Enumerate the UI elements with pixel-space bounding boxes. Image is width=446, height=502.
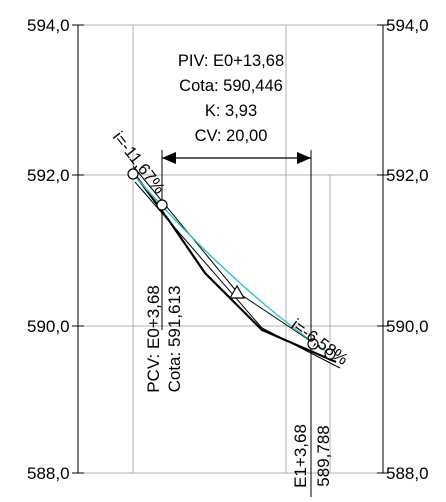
ptv-elevation-label: 589,788 (314, 425, 333, 486)
pcv-circle-marker (156, 199, 168, 211)
piv-elevation-label: Cota: 590,446 (179, 77, 283, 95)
right-label-590: 590,0 (386, 317, 429, 336)
left-label-588: 588,0 (27, 464, 70, 483)
left-label-592: 592,0 (27, 166, 70, 185)
piv-triangle-marker (228, 284, 246, 299)
end-circle-marker (324, 348, 336, 360)
piv-station-label: PIV: E0+13,68 (178, 52, 284, 70)
axis-ticks (72, 24, 389, 474)
incoming-grade-label: i=-11,67% (109, 128, 169, 197)
piv-k-label: K: 3,93 (205, 102, 257, 120)
right-label-592: 592,0 (386, 166, 429, 185)
pcv-elevation-label: Cota: 591,613 (165, 286, 184, 393)
incoming-grade-offset (134, 181, 263, 329)
right-label-588: 588,0 (386, 464, 429, 483)
ptv-circle-marker (307, 338, 319, 350)
piv-cv-label: CV: 20,00 (195, 127, 268, 145)
cv-dimension (161, 150, 312, 497)
incoming-tangent (132, 165, 238, 293)
start-circle-marker (127, 168, 139, 180)
left-label-590: 590,0 (27, 317, 70, 336)
pcv-station-label: PCV: E0+3,68 (144, 285, 163, 393)
left-label-594: 594,0 (27, 16, 70, 35)
outgoing-grade-label: i=-6,58% (288, 316, 352, 369)
ptv-station-label: E1+3,68 (291, 424, 310, 488)
right-label-594: 594,0 (386, 16, 429, 35)
